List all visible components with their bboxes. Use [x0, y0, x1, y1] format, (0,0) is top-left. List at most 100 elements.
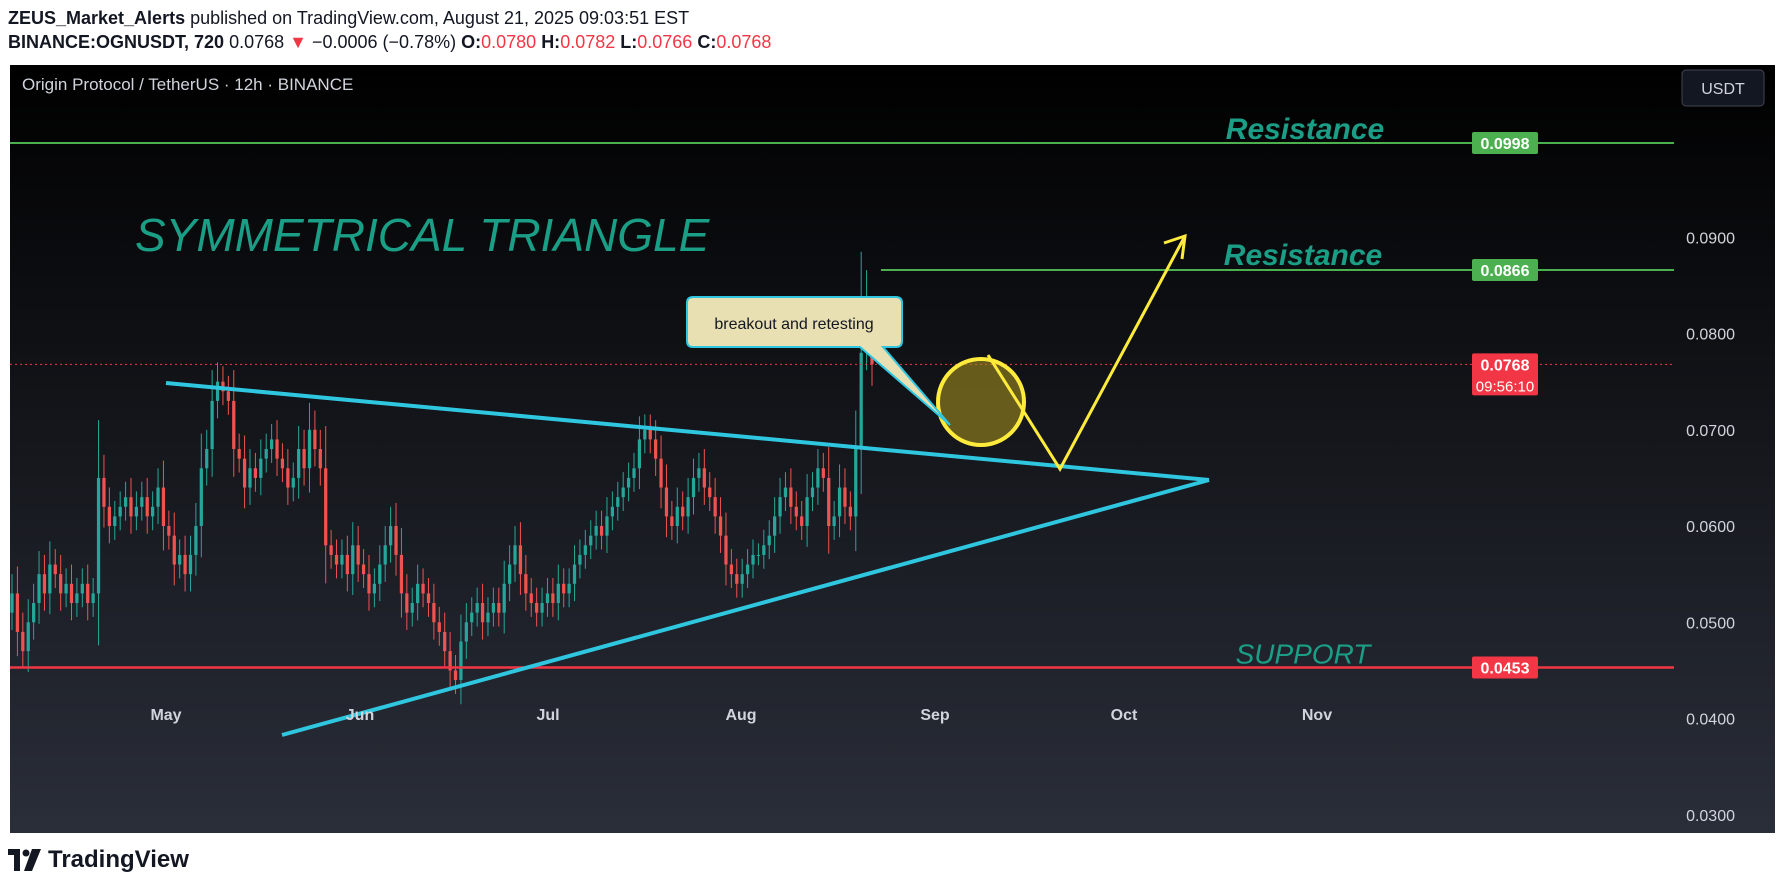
candle-body	[297, 449, 301, 478]
candle-body	[286, 468, 290, 488]
candle-body	[188, 554, 193, 575]
candle-body	[275, 439, 279, 459]
triangle-upper-trendline[interactable]	[165, 381, 1210, 482]
candle-body	[367, 574, 371, 594]
candle-body	[756, 554, 761, 556]
close-label: C:	[697, 32, 717, 52]
candle-body	[183, 554, 187, 575]
candle-body	[259, 458, 263, 478]
tradingview-logo[interactable]: TradingView	[8, 846, 189, 874]
y-tick-label: 0.0400	[1686, 712, 1735, 729]
price-tag	[1472, 131, 1538, 154]
candle-body	[805, 497, 809, 527]
candle-body	[762, 545, 766, 555]
price-tag-label: 0.0768	[1481, 357, 1530, 374]
projection-path[interactable]	[986, 235, 1187, 472]
candle-body	[529, 593, 533, 604]
x-axis[interactable]: May Jun Jul Aug Sep Oct Nov	[150, 707, 1332, 724]
candle-body	[313, 429, 317, 450]
y-tick-label: 0.0800	[1686, 327, 1735, 344]
x-tick-label: Aug	[725, 707, 756, 724]
price-tag-label: 0.0453	[1481, 661, 1530, 678]
candle-body	[821, 468, 825, 478]
y-tick-label: 0.0900	[1686, 230, 1735, 247]
candle-body	[599, 526, 604, 536]
candle-body	[10, 593, 14, 613]
down-arrow-icon: ▼	[289, 32, 307, 52]
candle-body	[583, 545, 587, 555]
publish-info: ZEUS_Market_Alerts published on TradingV…	[8, 6, 689, 30]
candle-body	[783, 487, 788, 498]
candle-body	[69, 583, 74, 604]
resistance-label-upper: Resistance	[1226, 113, 1384, 146]
candle-body	[37, 574, 41, 604]
close-value: 0.0768	[716, 32, 772, 52]
candle-body	[729, 564, 733, 575]
candle-body	[637, 439, 642, 469]
candle-body	[324, 468, 328, 546]
candle-body	[86, 583, 90, 604]
candle-body	[464, 622, 468, 642]
candle-body	[832, 516, 836, 527]
candle-body	[486, 612, 490, 623]
price-chart[interactable]: Origin Protocol / TetherUS · 12h · BINAN…	[10, 65, 1775, 833]
candle-body	[340, 554, 344, 565]
candle-body	[140, 497, 144, 507]
support-label: SUPPORT	[1236, 639, 1373, 670]
candle-body	[670, 516, 674, 527]
candle-body	[226, 391, 230, 401]
candle-body	[161, 487, 166, 527]
candle-body	[107, 506, 111, 527]
candle-body	[751, 554, 755, 565]
candle-body	[270, 439, 274, 450]
candle-body	[551, 593, 555, 604]
candle-body	[702, 468, 706, 488]
candle-body	[524, 574, 528, 594]
candle-body	[416, 583, 420, 604]
low-value: 0.0766	[637, 32, 693, 52]
candle-body	[513, 545, 517, 565]
currency-button[interactable]	[1681, 69, 1765, 107]
candle-body	[64, 583, 68, 594]
candle-body	[810, 487, 815, 498]
candle-body	[545, 593, 550, 604]
candle-body	[664, 487, 669, 517]
candle-body	[215, 381, 220, 401]
currency-button-label: USDT	[1701, 81, 1745, 98]
candle-body	[621, 487, 625, 498]
candle-body	[134, 506, 139, 517]
candle-body	[740, 574, 744, 584]
candle-body	[237, 449, 241, 459]
callout-bubble[interactable]	[686, 296, 951, 426]
symbol-info: BINANCE:OGNUSDT, 720 0.0768 ▼ −0.0006 (−…	[8, 30, 771, 54]
candle-body	[15, 593, 20, 632]
pattern-title: SYMMETRICAL TRIANGLE	[135, 209, 711, 261]
chart-area[interactable]: Origin Protocol / TetherUS · 12h · BINAN…	[10, 65, 1775, 833]
x-tick-label: Jun	[346, 707, 374, 724]
candle-body	[724, 535, 728, 565]
candle-body	[394, 526, 398, 555]
author-name[interactable]: ZEUS_Market_Alerts	[8, 8, 186, 28]
candle-body	[816, 468, 820, 488]
candle-body	[735, 574, 739, 584]
candle-body	[21, 631, 25, 652]
y-axis[interactable]: 0.0900 0.0800 0.0700 0.0600 0.0500 0.0400 0.03…	[1686, 230, 1735, 825]
price-tag-label: 0.0866	[1481, 263, 1530, 280]
candle-body	[691, 477, 696, 498]
x-tick-label: May	[150, 707, 181, 724]
candle-body	[654, 439, 658, 459]
triangle-lower-trendline[interactable]	[281, 478, 1210, 737]
candle-body	[318, 449, 322, 469]
candle-body	[302, 449, 306, 469]
candle-body	[421, 583, 425, 594]
candle-body	[859, 352, 863, 450]
candle-body	[361, 564, 366, 575]
candle-body	[75, 593, 79, 604]
candle-body	[800, 516, 804, 527]
candle-body	[443, 631, 447, 652]
x-tick-label: Nov	[1302, 707, 1332, 724]
candle-body	[178, 554, 182, 565]
candle-body	[708, 487, 712, 498]
breakout-highlight-circle[interactable]	[936, 357, 1026, 447]
candle-body	[567, 583, 571, 594]
